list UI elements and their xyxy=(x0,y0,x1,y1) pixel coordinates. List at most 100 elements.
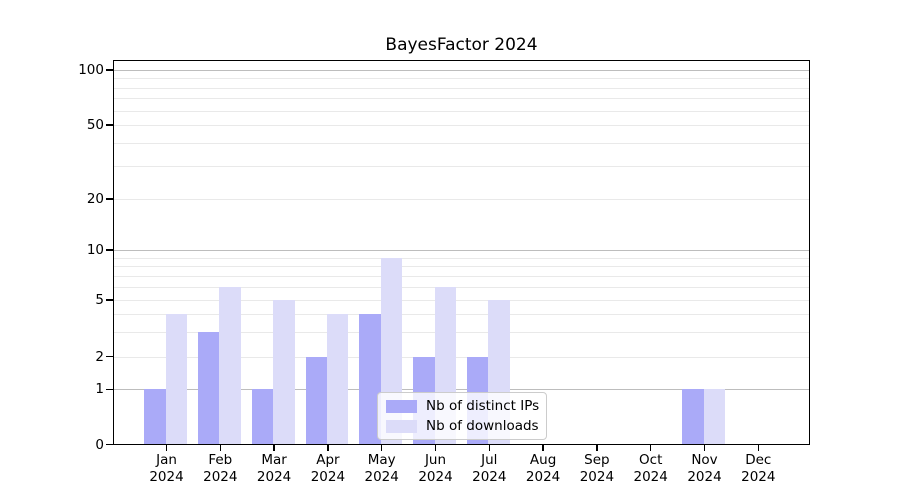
x-tick-mark xyxy=(327,444,329,451)
x-tick-label: Feb 2024 xyxy=(188,452,252,485)
y-tick-mark xyxy=(106,356,113,358)
y-gridline-minor xyxy=(113,166,810,168)
y-gridline-minor xyxy=(113,78,810,80)
x-tick-label-year: 2024 xyxy=(525,468,561,485)
x-tick-label: May 2024 xyxy=(350,452,414,485)
y-tick-mark xyxy=(106,299,113,301)
bar-distinct-ips xyxy=(198,331,220,445)
x-tick-mark xyxy=(434,444,437,451)
x-tick-label-month: Jul xyxy=(481,452,498,468)
y-gridline-minor xyxy=(113,110,810,112)
x-tick-label: Nov 2024 xyxy=(673,452,737,485)
y-gridline-minor xyxy=(113,266,810,268)
y-gridline-minor xyxy=(113,356,810,358)
legend: Nb of distinct IPs Nb of downloads xyxy=(377,392,547,440)
y-tick-mark xyxy=(106,388,113,390)
bar-downloads xyxy=(273,300,295,445)
x-tick-label: Mar 2024 xyxy=(242,452,306,485)
x-tick-label-year: 2024 xyxy=(149,468,184,485)
plot-area xyxy=(113,60,810,445)
x-tick-mark xyxy=(219,444,221,451)
x-tick-label-year: 2024 xyxy=(310,468,346,485)
legend-item-distinct-ips: Nb of distinct IPs xyxy=(386,398,540,414)
x-tick-label-year: 2024 xyxy=(203,468,238,485)
y-tick-mark xyxy=(106,198,113,200)
y-tick-mark xyxy=(106,124,113,126)
x-tick-label-month: Dec xyxy=(745,452,772,468)
bar-distinct-ips xyxy=(682,389,704,445)
bar-distinct-ips xyxy=(144,389,166,445)
x-tick-label-year: 2024 xyxy=(633,468,668,485)
legend-swatch-downloads xyxy=(386,419,417,433)
y-tick-label: 100 xyxy=(78,62,104,78)
bar-distinct-ips xyxy=(305,356,327,445)
bar-distinct-ips xyxy=(359,313,381,445)
x-tick-label-month: Nov xyxy=(691,452,718,468)
y-tick-label: 5 xyxy=(95,292,104,308)
x-tick-mark xyxy=(596,444,598,451)
bar-downloads xyxy=(165,313,187,445)
y-tick-mark xyxy=(106,249,113,251)
x-tick-label: Jun 2024 xyxy=(404,452,468,485)
y-tick-label: 10 xyxy=(86,242,104,258)
y-gridline-minor xyxy=(113,199,810,200)
x-tick-label-month: Sep xyxy=(584,452,610,468)
x-tick-label-year: 2024 xyxy=(472,468,507,485)
bar-downloads xyxy=(327,313,349,445)
x-tick-mark xyxy=(757,444,759,451)
legend-swatch-distinct-ips xyxy=(386,399,417,413)
bar-downloads xyxy=(219,286,241,445)
x-tick-label-year: 2024 xyxy=(687,468,722,485)
y-tick-label: 20 xyxy=(86,191,104,207)
x-tick-mark xyxy=(542,444,544,451)
y-gridline-minor xyxy=(113,143,810,145)
y-tick-label: 50 xyxy=(86,117,104,133)
y-gridline-minor xyxy=(113,313,810,315)
x-tick-mark xyxy=(488,444,490,451)
x-tick-mark xyxy=(165,444,168,451)
y-gridline-minor xyxy=(113,331,810,333)
bar-distinct-ips xyxy=(251,389,274,445)
y-gridline-minor xyxy=(113,286,810,288)
y-tick-label: 1 xyxy=(95,381,104,398)
x-tick-mark xyxy=(650,444,652,451)
x-tick-label-month: Apr xyxy=(316,452,340,468)
x-tick-label-month: Aug xyxy=(529,452,557,468)
legend-item-downloads: Nb of downloads xyxy=(386,418,539,434)
x-tick-label: Jul 2024 xyxy=(457,452,521,485)
y-tick-mark xyxy=(106,443,113,446)
bar-downloads xyxy=(703,389,725,445)
legend-label-distinct-ips: Nb of distinct IPs xyxy=(426,398,540,414)
y-gridline-minor xyxy=(113,275,810,277)
y-gridline-minor xyxy=(113,300,810,301)
y-tick-label: 0 xyxy=(95,436,104,453)
x-tick-label-month: Jun xyxy=(424,452,447,468)
x-tick-mark xyxy=(381,444,383,451)
x-tick-label-month: Oct xyxy=(639,452,663,468)
y-gridline-minor xyxy=(113,87,810,89)
y-tick-mark xyxy=(106,69,113,71)
x-tick-label-month: Feb xyxy=(208,452,233,468)
x-tick-label-month: Jan xyxy=(156,452,177,468)
y-gridline-major xyxy=(113,70,810,71)
x-tick-label: Aug 2024 xyxy=(511,452,575,485)
y-gridline-major xyxy=(113,389,810,391)
chart-title: BayesFactor 2024 xyxy=(385,35,538,55)
x-tick-label: Oct 2024 xyxy=(619,452,683,485)
x-tick-label-year: 2024 xyxy=(741,468,776,485)
x-tick-label-year: 2024 xyxy=(418,468,453,485)
x-tick-label: Sep 2024 xyxy=(565,452,629,485)
x-tick-label-year: 2024 xyxy=(364,468,399,485)
legend-label-downloads: Nb of downloads xyxy=(426,418,539,434)
x-tick-label-year: 2024 xyxy=(256,468,292,485)
x-tick-label: Dec 2024 xyxy=(726,452,790,485)
x-tick-label: Apr 2024 xyxy=(296,452,360,485)
x-tick-mark xyxy=(703,444,706,451)
y-gridline-major xyxy=(113,250,810,251)
y-tick-label: 2 xyxy=(95,348,104,365)
x-tick-label-month: May xyxy=(367,452,396,468)
x-tick-mark xyxy=(273,444,275,451)
y-gridline-minor xyxy=(113,257,810,259)
x-tick-label-year: 2024 xyxy=(579,468,615,485)
